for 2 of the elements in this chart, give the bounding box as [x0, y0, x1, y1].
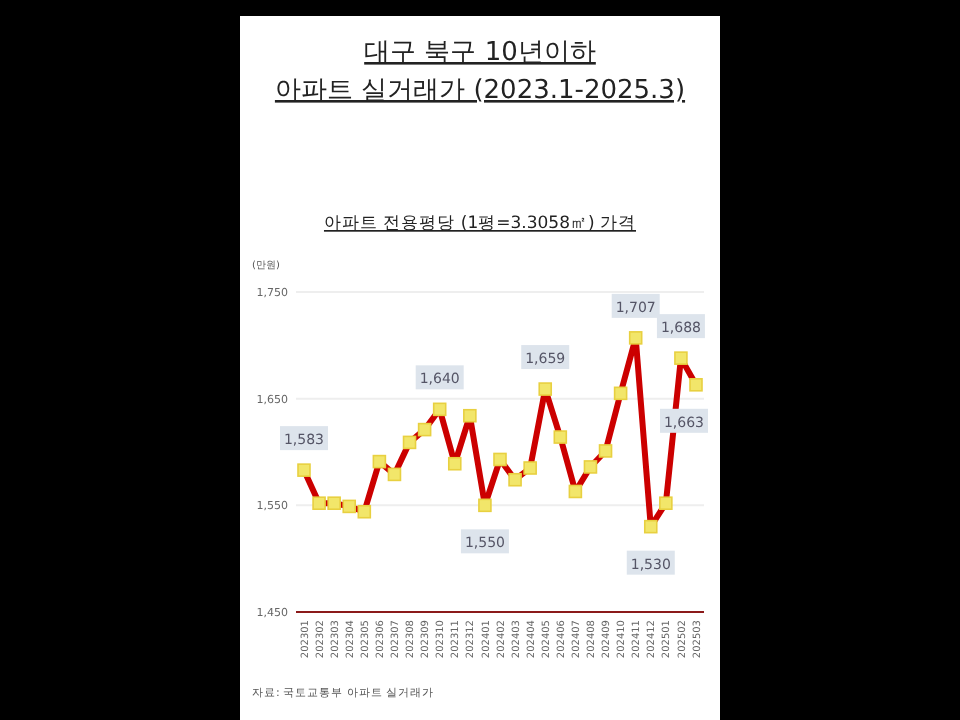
chart-title: 대구 북구 10년이하 아파트 실거래가 (2023.1-2025.3)	[274, 38, 686, 106]
chart-subtitle: 아파트 전용평당 (1평=3.3058㎡) 가격	[323, 214, 637, 234]
